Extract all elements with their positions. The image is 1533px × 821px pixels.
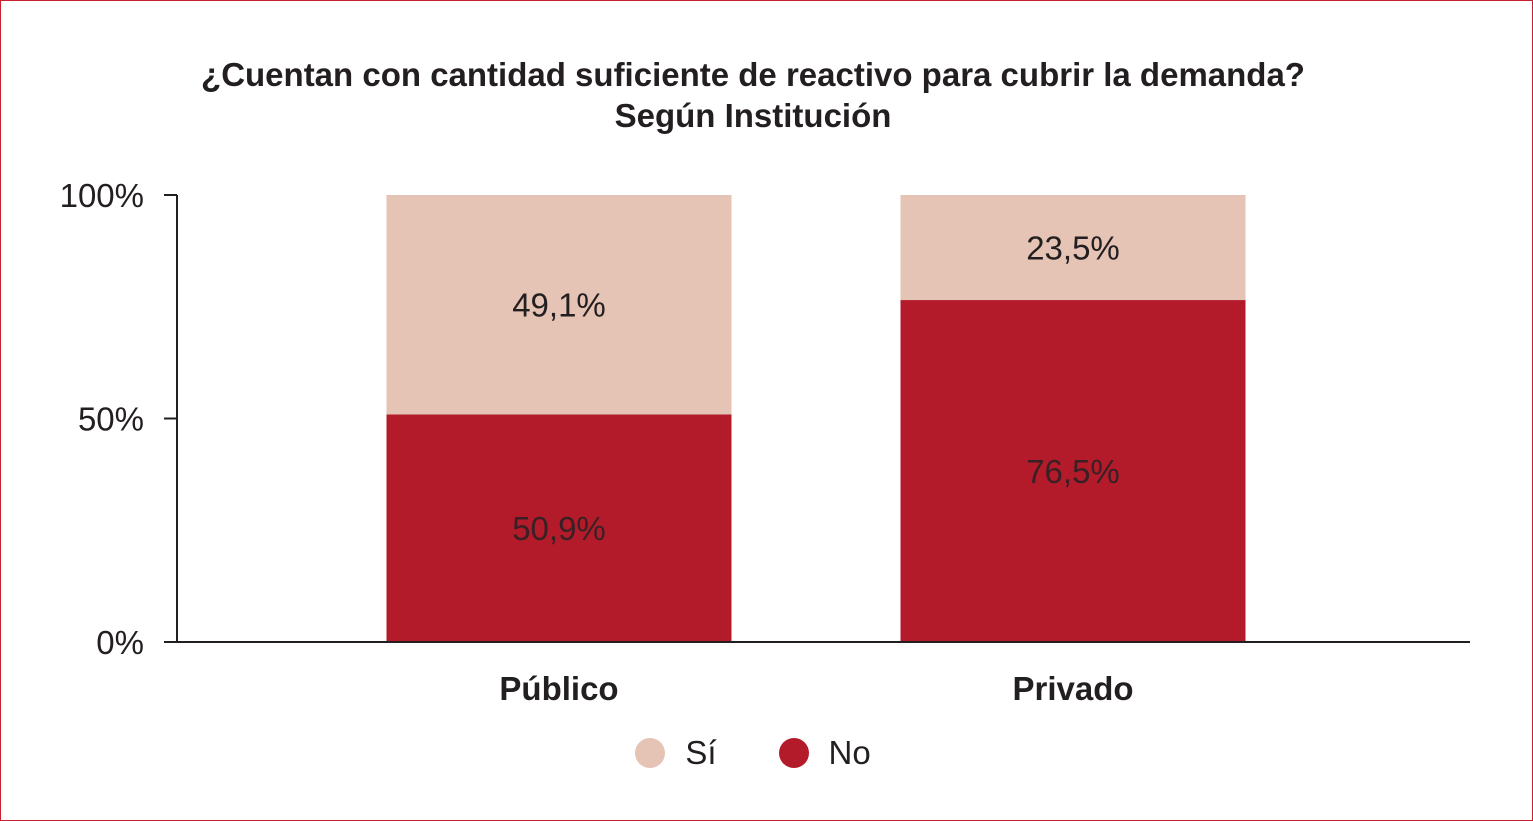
y-tick-label-50: 50% <box>78 401 144 438</box>
legend-label-si: Sí <box>685 734 717 771</box>
data-label-publico-no: 50,9% <box>512 510 606 547</box>
y-tick-label-0: 0% <box>96 624 144 661</box>
legend-swatch-si <box>635 738 666 768</box>
legend-swatch-no <box>778 738 809 768</box>
legend-label-no: No <box>828 734 871 771</box>
x-tick-label-privado: Privado <box>1012 670 1133 707</box>
bar-privado-no <box>900 300 1246 642</box>
chart-subtitle: Según Institución <box>614 97 892 134</box>
data-label-privado-no: 76,5% <box>1026 453 1120 490</box>
legend-item-si: Sí <box>635 734 717 772</box>
legend: Sí No <box>0 734 1506 772</box>
data-label-privado-si: 23,5% <box>1026 230 1120 267</box>
x-tick-label-publico: Público <box>499 670 618 707</box>
legend-item-no: No <box>778 734 871 772</box>
y-tick-label-100: 100% <box>60 177 144 214</box>
bar-privado-si <box>900 195 1246 301</box>
bar-publico-si <box>386 195 732 415</box>
data-label-publico-si: 49,1% <box>512 287 606 324</box>
chart-title: ¿Cuentan con cantidad suficiente de reac… <box>201 56 1305 93</box>
bar-publico-no <box>386 414 732 642</box>
